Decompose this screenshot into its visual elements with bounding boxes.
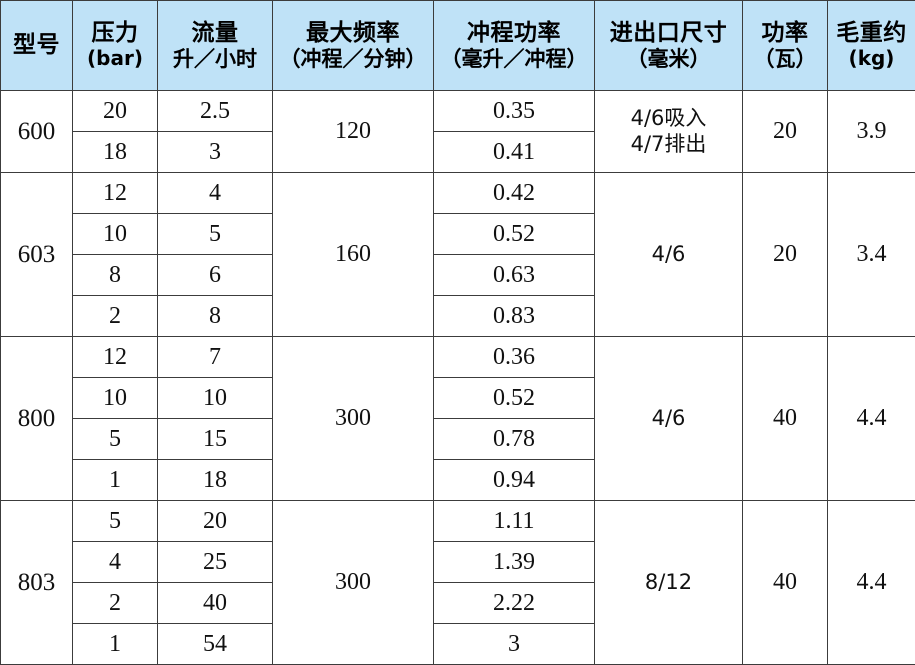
header-unit-port: （毫米） [595, 47, 742, 72]
flow-cell: 40 [158, 583, 273, 624]
header-title-stroke: 冲程功率 [434, 20, 594, 47]
stroke-volume-cell: 0.52 [434, 378, 595, 419]
stroke-volume-cell: 2.22 [434, 583, 595, 624]
press-cell: 18 [73, 132, 158, 173]
header-title-model: 型号 [1, 32, 72, 59]
port-size-line: 8/12 [595, 570, 742, 596]
frequency-cell: 300 [273, 337, 434, 501]
press-cell: 5 [73, 501, 158, 542]
flow-cell: 3 [158, 132, 273, 173]
stroke-volume-cell: 0.36 [434, 337, 595, 378]
port-size-cell: 4/6 [595, 173, 743, 337]
flow-cell: 15 [158, 419, 273, 460]
flow-cell: 7 [158, 337, 273, 378]
press-cell: 12 [73, 337, 158, 378]
header-cell-port: 进出口尺寸（毫米） [595, 1, 743, 91]
press-cell: 10 [73, 378, 158, 419]
header-cell-power: 功率（瓦） [743, 1, 828, 91]
weight-cell: 4.4 [828, 501, 915, 665]
port-size-line: 4/6 [595, 242, 742, 268]
header-cell-press: 压力(bar) [73, 1, 158, 91]
header-title-port: 进出口尺寸 [595, 20, 742, 47]
stroke-volume-cell: 0.42 [434, 173, 595, 214]
header-unit-flow: 升／小时 [158, 47, 272, 72]
header-title-power: 功率 [743, 20, 827, 47]
header-cell-flow: 流量升／小时 [158, 1, 273, 91]
stroke-volume-cell: 0.41 [434, 132, 595, 173]
press-cell: 8 [73, 255, 158, 296]
press-cell: 1 [73, 624, 158, 665]
table-header: 型号压力(bar)流量升／小时最大频率（冲程／分钟）冲程功率（毫升／冲程）进出口… [1, 1, 915, 91]
flow-cell: 4 [158, 173, 273, 214]
press-cell: 4 [73, 542, 158, 583]
port-size-line: 4/6 [595, 406, 742, 432]
flow-cell: 8 [158, 296, 273, 337]
port-size-line: 4/6吸入 [595, 106, 742, 132]
flow-cell: 54 [158, 624, 273, 665]
power-cell: 20 [743, 91, 828, 173]
stroke-volume-cell: 0.94 [434, 460, 595, 501]
press-cell: 20 [73, 91, 158, 132]
press-cell: 12 [73, 173, 158, 214]
port-size-cell: 4/6 [595, 337, 743, 501]
header-unit-weight: (kg) [828, 47, 915, 71]
weight-cell: 4.4 [828, 337, 915, 501]
port-size-line: 4/7排出 [595, 132, 742, 158]
header-cell-model: 型号 [1, 1, 73, 91]
header-unit-freq: （冲程／分钟） [273, 47, 433, 72]
flow-cell: 20 [158, 501, 273, 542]
press-cell: 2 [73, 583, 158, 624]
header-unit-power: （瓦） [743, 47, 827, 72]
header-title-weight: 毛重约 [828, 20, 915, 47]
model-cell: 800 [1, 337, 73, 501]
stroke-volume-cell: 0.52 [434, 214, 595, 255]
flow-cell: 6 [158, 255, 273, 296]
model-cell: 600 [1, 91, 73, 173]
flow-cell: 5 [158, 214, 273, 255]
flow-cell: 10 [158, 378, 273, 419]
stroke-volume-cell: 1.39 [434, 542, 595, 583]
press-cell: 1 [73, 460, 158, 501]
stroke-volume-cell: 0.35 [434, 91, 595, 132]
model-cell: 603 [1, 173, 73, 337]
header-title-flow: 流量 [158, 20, 272, 47]
press-cell: 2 [73, 296, 158, 337]
header-cell-stroke: 冲程功率（毫升／冲程） [434, 1, 595, 91]
power-cell: 20 [743, 173, 828, 337]
header-unit-press: (bar) [73, 47, 157, 71]
power-cell: 40 [743, 501, 828, 665]
press-cell: 5 [73, 419, 158, 460]
flow-cell: 25 [158, 542, 273, 583]
stroke-volume-cell: 0.63 [434, 255, 595, 296]
frequency-cell: 300 [273, 501, 434, 665]
flow-cell: 2.5 [158, 91, 273, 132]
header-row: 型号压力(bar)流量升／小时最大频率（冲程／分钟）冲程功率（毫升／冲程）进出口… [1, 1, 915, 91]
weight-cell: 3.4 [828, 173, 915, 337]
frequency-cell: 160 [273, 173, 434, 337]
stroke-volume-cell: 3 [434, 624, 595, 665]
port-size-cell: 8/12 [595, 501, 743, 665]
power-cell: 40 [743, 337, 828, 501]
header-title-freq: 最大频率 [273, 20, 433, 47]
press-cell: 10 [73, 214, 158, 255]
stroke-volume-cell: 1.11 [434, 501, 595, 542]
flow-cell: 18 [158, 460, 273, 501]
weight-cell: 3.9 [828, 91, 915, 173]
frequency-cell: 120 [273, 91, 434, 173]
stroke-volume-cell: 0.83 [434, 296, 595, 337]
header-title-press: 压力 [73, 20, 157, 47]
model-cell: 803 [1, 501, 73, 665]
stroke-volume-cell: 0.78 [434, 419, 595, 460]
header-unit-stroke: （毫升／冲程） [434, 47, 594, 72]
header-cell-freq: 最大频率（冲程／分钟） [273, 1, 434, 91]
header-cell-weight: 毛重约(kg) [828, 1, 915, 91]
